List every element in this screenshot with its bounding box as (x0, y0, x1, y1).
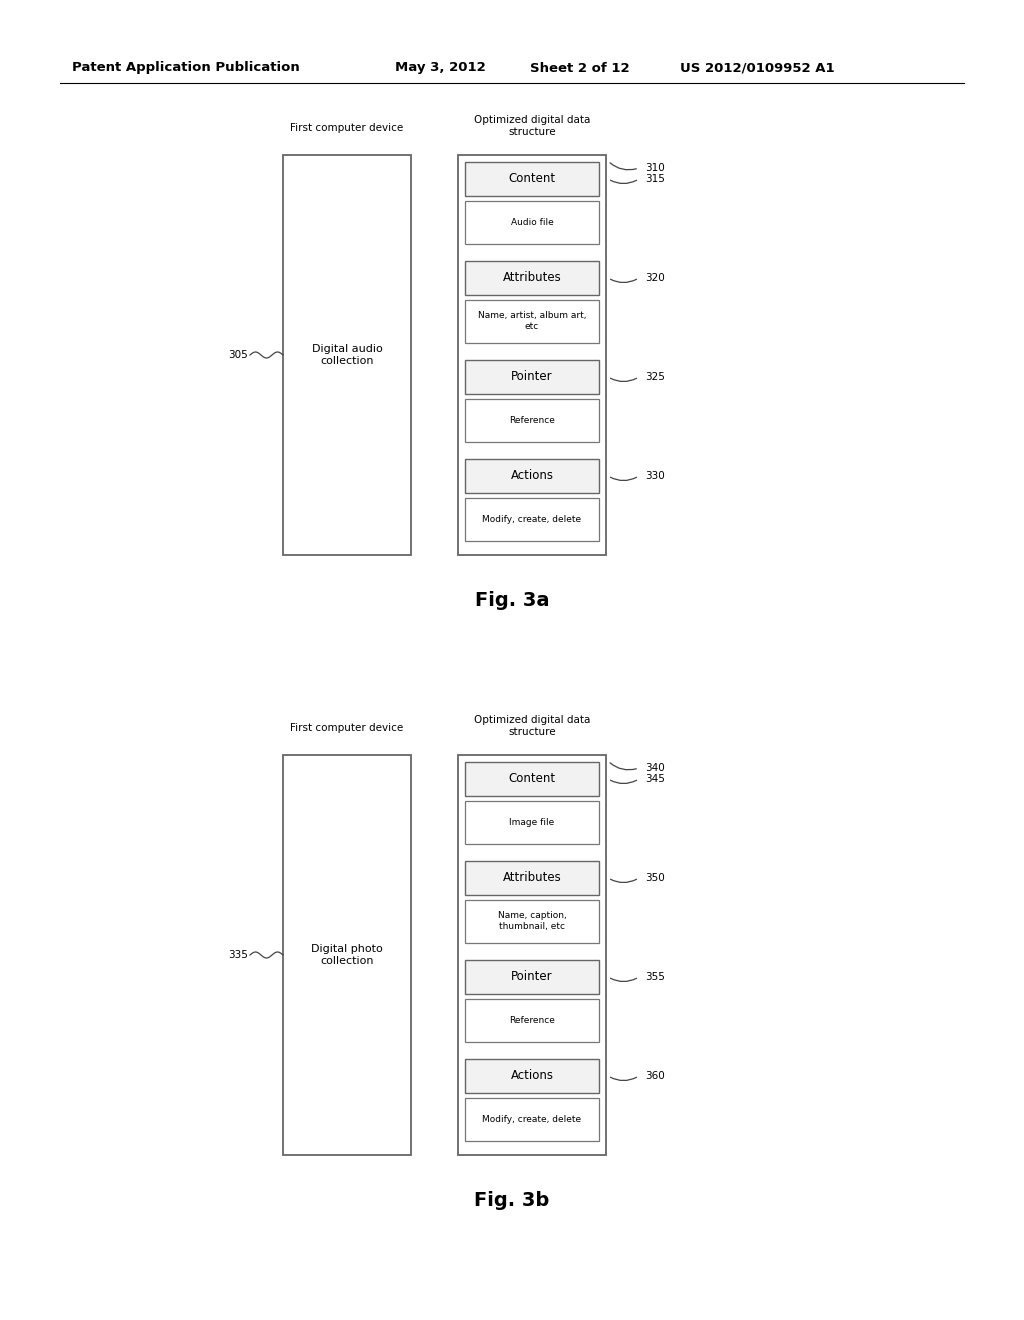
Text: Name, artist, album art,
etc: Name, artist, album art, etc (478, 312, 587, 331)
Text: 325: 325 (645, 372, 665, 381)
Bar (465, 900, 599, 942)
Text: Actions: Actions (511, 470, 554, 482)
Bar (465, 861, 599, 895)
Bar (458, 154, 606, 554)
Text: Patent Application Publication: Patent Application Publication (72, 62, 300, 74)
Text: Digital photo
collection: Digital photo collection (311, 944, 383, 966)
Text: May 3, 2012: May 3, 2012 (395, 62, 485, 74)
Text: Modify, create, delete: Modify, create, delete (482, 515, 582, 524)
Text: Optimized digital data: Optimized digital data (474, 715, 590, 725)
Bar (283, 154, 411, 554)
Bar (465, 960, 599, 994)
Text: US 2012/0109952 A1: US 2012/0109952 A1 (680, 62, 835, 74)
Bar (465, 801, 599, 843)
Bar (465, 162, 599, 195)
Text: Digital audio
collection: Digital audio collection (311, 345, 382, 366)
Bar (465, 498, 599, 540)
Text: Audio file: Audio file (511, 218, 553, 227)
Text: Sheet 2 of 12: Sheet 2 of 12 (530, 62, 630, 74)
Text: Attributes: Attributes (503, 871, 561, 884)
Text: 345: 345 (645, 774, 665, 784)
Text: structure: structure (508, 127, 556, 137)
Bar (465, 999, 599, 1041)
Text: Content: Content (509, 173, 556, 185)
Text: Pointer: Pointer (511, 371, 553, 383)
Bar (465, 261, 599, 294)
Bar (283, 755, 411, 1155)
Text: 350: 350 (645, 873, 665, 883)
Text: 320: 320 (645, 273, 665, 282)
Text: structure: structure (508, 727, 556, 737)
Bar (465, 762, 599, 796)
Text: Reference: Reference (509, 416, 555, 425)
Bar (458, 755, 606, 1155)
Text: Fig. 3b: Fig. 3b (474, 1191, 550, 1209)
Text: Optimized digital data: Optimized digital data (474, 115, 590, 125)
Text: Name, caption,
thumbnail, etc: Name, caption, thumbnail, etc (498, 912, 566, 931)
Text: Image file: Image file (509, 817, 555, 826)
Bar (465, 300, 599, 342)
Text: Reference: Reference (509, 1015, 555, 1024)
Text: First computer device: First computer device (291, 723, 403, 733)
Text: Content: Content (509, 772, 556, 785)
Text: Modify, create, delete: Modify, create, delete (482, 1114, 582, 1123)
Text: Fig. 3a: Fig. 3a (475, 590, 549, 610)
Text: 315: 315 (645, 174, 665, 183)
Text: 310: 310 (645, 162, 665, 173)
Bar (465, 1059, 599, 1093)
Text: 305: 305 (228, 350, 248, 360)
Text: 360: 360 (645, 1071, 665, 1081)
Bar (465, 1098, 599, 1140)
Text: 330: 330 (645, 471, 665, 480)
Bar (465, 399, 599, 441)
Bar (465, 459, 599, 492)
Text: Actions: Actions (511, 1069, 554, 1082)
Bar (465, 201, 599, 243)
Text: First computer device: First computer device (291, 123, 403, 133)
Text: Pointer: Pointer (511, 970, 553, 983)
Text: 335: 335 (228, 950, 248, 960)
Text: 355: 355 (645, 972, 665, 982)
Bar (465, 360, 599, 393)
Text: 340: 340 (645, 763, 665, 774)
Text: Attributes: Attributes (503, 272, 561, 284)
